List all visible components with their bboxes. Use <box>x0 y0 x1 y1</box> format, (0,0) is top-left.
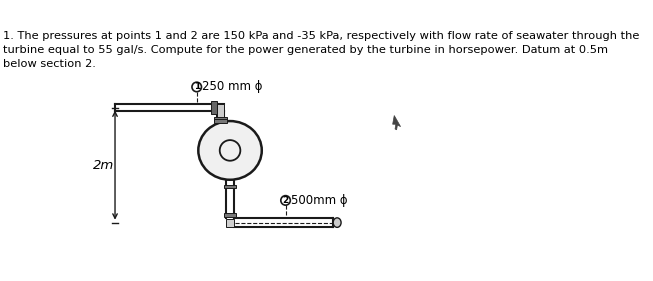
Text: 1. The pressures at points 1 and 2 are 150 kPa and -35 kPa, respectively with fl: 1. The pressures at points 1 and 2 are 1… <box>3 31 639 69</box>
Text: 500mm ϕ: 500mm ϕ <box>291 194 347 207</box>
Text: 2: 2 <box>283 196 289 205</box>
Polygon shape <box>392 115 400 130</box>
Bar <box>224 185 236 189</box>
Text: 250 mm ϕ: 250 mm ϕ <box>202 80 263 93</box>
Bar <box>217 105 225 119</box>
Ellipse shape <box>199 121 262 180</box>
Bar <box>214 117 227 121</box>
Ellipse shape <box>333 218 341 227</box>
Text: 1: 1 <box>193 82 200 91</box>
Text: 2m: 2m <box>93 158 114 172</box>
Bar <box>211 101 217 114</box>
Bar <box>214 119 227 123</box>
Bar <box>226 219 234 227</box>
Bar <box>224 213 236 217</box>
